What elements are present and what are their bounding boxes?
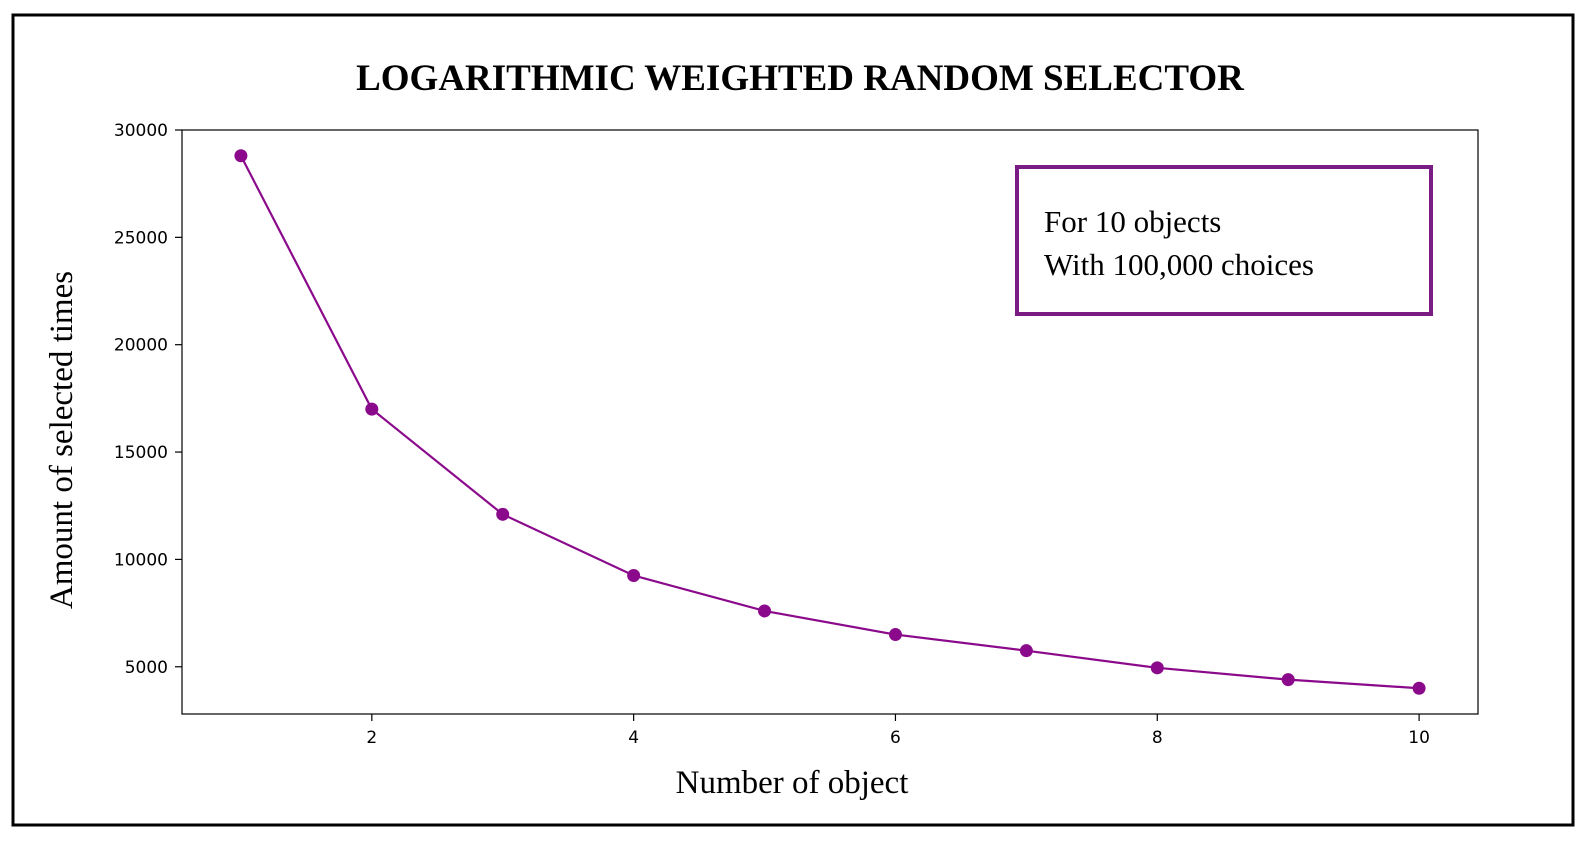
data-point (1019, 644, 1033, 658)
data-point (888, 628, 902, 642)
x-tick-label: 2 (366, 728, 377, 748)
x-axis-ticks: 2 4 6 8 10 (366, 714, 1430, 748)
figure-border (11, 13, 1575, 827)
y-tick-label: 30000 (114, 121, 168, 141)
data-point (627, 569, 641, 583)
x-tick-label: 8 (1152, 728, 1163, 748)
data-point (365, 402, 379, 416)
data-point (1150, 661, 1164, 675)
data-point (234, 149, 248, 163)
y-tick-label: 15000 (114, 443, 168, 463)
annotation-line-2: With 100,000 choices (1044, 247, 1314, 282)
y-tick-label: 25000 (114, 228, 168, 248)
y-axis-ticks: 5000 10000 15000 20000 25000 30000 (114, 121, 182, 678)
data-point (1281, 673, 1295, 687)
x-tick-label: 4 (628, 728, 639, 748)
x-axis-label: Number of object (676, 765, 909, 801)
x-tick-label: 10 (1408, 728, 1430, 748)
annotation-border (1015, 165, 1433, 316)
data-point (1412, 681, 1426, 695)
y-tick-label: 10000 (114, 550, 168, 570)
plot-area-frame (181, 129, 1479, 715)
data-point (758, 604, 772, 618)
annotation-line-1: For 10 objects (1044, 204, 1221, 239)
data-point (496, 507, 510, 521)
y-axis-label: Amount of selected times (44, 271, 80, 609)
y-tick-label: 5000 (125, 658, 168, 678)
y-tick-label: 20000 (114, 336, 168, 356)
annotation-box: For 10 objects With 100,000 choices (1015, 165, 1433, 316)
x-tick-label: 6 (890, 728, 901, 748)
series-points (234, 149, 1426, 695)
chart-title: LOGARITHMIC WEIGHTED RANDOM SELECTOR (356, 58, 1245, 99)
series-line (239, 155, 1420, 690)
